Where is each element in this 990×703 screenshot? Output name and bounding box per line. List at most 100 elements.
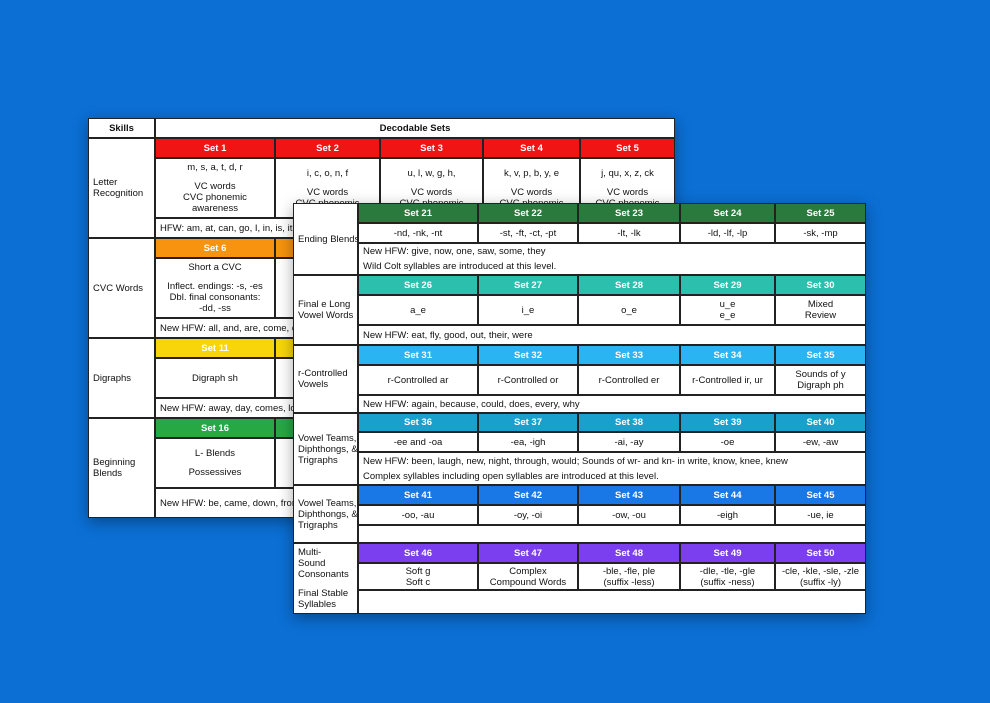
text: Letter	[93, 177, 118, 188]
text: Set 24	[713, 207, 742, 219]
text: Set 31	[404, 349, 432, 361]
text: k, v, p, b, y, e	[503, 167, 560, 179]
note-cell: New HFW: been, laugh, new, night, throug…	[358, 452, 866, 485]
skill-cell: Vowel Teams, Diphthongs, & Trigraphs	[293, 485, 358, 543]
text: Blends	[93, 468, 123, 479]
text: -eigh	[716, 509, 739, 521]
paragraph: Final Stable Syllables	[298, 588, 348, 610]
text: -ee and -oa	[393, 436, 443, 448]
text: VC words	[410, 186, 453, 198]
paragraph: -lt, -lk	[617, 228, 640, 239]
text: Decodable Sets	[379, 122, 451, 134]
text: Set 41	[404, 489, 432, 501]
paragraph: -ea, -igh	[511, 437, 546, 448]
paragraph: Inflect. endings: -s, -es Dbl. final cons…	[167, 281, 263, 314]
text: Trigraphs	[298, 519, 338, 531]
paragraph: -ai, -ay	[614, 437, 643, 448]
paragraph: -oy, -oi	[514, 510, 542, 521]
set-cell: Digraph sh	[155, 358, 275, 398]
note-cell: New HFW: again, because, could, does, ev…	[358, 395, 866, 413]
paragraph: -oo, -au	[402, 510, 435, 521]
text: Set 45	[806, 489, 835, 501]
text: Final Stable	[298, 588, 349, 599]
paragraph: -ld, -lf, -lp	[708, 228, 748, 239]
text: -nd, -nk, -nt	[393, 227, 443, 239]
skill-cell: Ending Blends	[293, 203, 358, 275]
text: Set 46	[404, 547, 432, 559]
header-cell: Skills	[88, 118, 155, 138]
text: Set 22	[514, 207, 542, 219]
paragraph: Ending Blends	[298, 234, 357, 245]
text: Set 11	[201, 342, 229, 354]
text: u_e	[719, 299, 736, 310]
set-header: Set 30	[775, 275, 866, 295]
text: (suffix -less)	[603, 576, 655, 588]
text: Complex	[509, 565, 547, 577]
text: Set 2	[316, 142, 339, 154]
text: Digraph sh	[192, 372, 238, 384]
text: Consonants	[298, 569, 349, 580]
set-cell: a_e	[358, 295, 478, 325]
text: New HFW: eat, fly, good, out, their, wer…	[363, 329, 533, 341]
paragraph: Multi- Sound Consonants	[298, 547, 349, 580]
set-header: Set 42	[478, 485, 578, 505]
note-cell	[358, 525, 866, 543]
text: Set 23	[615, 207, 643, 219]
paragraph: r-Controlled Vowels	[298, 368, 348, 390]
text: L- Blends	[194, 448, 236, 459]
set-header: Set 2	[275, 138, 380, 158]
text: j, qu, x, z, ck	[601, 167, 654, 179]
set-header: Set 23	[578, 203, 680, 223]
paragraph: -ue, ie	[807, 510, 833, 521]
text: Trigraphs	[298, 454, 338, 466]
set-header: Set 36	[358, 413, 478, 432]
text: -st, -ft, -ct, -pt	[499, 227, 557, 239]
text: -cle, -kle, -sle, -zle	[781, 565, 860, 577]
text: -dd, -ss	[199, 303, 231, 314]
set-header: Set 37	[478, 413, 578, 432]
paragraph: Possessives	[189, 467, 242, 478]
text: Diphthongs, &	[298, 508, 358, 520]
set-header: Set 4	[483, 138, 580, 158]
set-header: Set 25	[775, 203, 866, 223]
text: -ow, -ou	[612, 509, 646, 521]
text: Set 27	[514, 279, 542, 291]
text: u, l, w, g, h,	[407, 167, 456, 179]
text: Diphthongs, &	[298, 443, 358, 455]
paragraph: -nd, -nk, -nt	[394, 228, 443, 239]
set-cell: m, s, a, t, d, r VC words CVC phonemic awar…	[155, 158, 275, 218]
paragraph: Sounds of y Digraph ph	[795, 369, 845, 391]
paragraph: CVC Words	[93, 283, 143, 294]
text: r-Controlled or	[497, 374, 559, 386]
text: Set 25	[806, 207, 835, 219]
text: Digraph ph	[797, 380, 844, 391]
set-cell: r-Controlled ir, ur	[680, 365, 775, 395]
set-header: Set 40	[775, 413, 866, 432]
set-header: Set 35	[775, 345, 866, 365]
set-cell: r-Controlled ar	[358, 365, 478, 395]
set-cell: -ea, -igh	[478, 432, 578, 452]
paragraph: -dle, -tle, -gle (suffix -ness)	[700, 566, 755, 588]
text: i, c, o, n, f	[306, 167, 349, 179]
text: r-Controlled ar	[387, 374, 449, 386]
paragraph: Digraph sh	[192, 373, 238, 384]
text: VC words	[606, 186, 649, 198]
set-header: Set 43	[578, 485, 680, 505]
text: Set 5	[616, 142, 639, 154]
set-header: Set 46	[358, 543, 478, 563]
set-cell: -ee and -oa	[358, 432, 478, 452]
set-cell: L- Blends Possessives	[155, 438, 275, 488]
text: Set 44	[713, 489, 742, 501]
text: m, s, a, t, d, r	[187, 162, 243, 173]
paragraph: -eigh	[717, 510, 738, 521]
paragraph: Soft g Soft c	[406, 566, 431, 588]
text: Vowels	[298, 379, 329, 390]
text: Set 42	[514, 489, 542, 501]
paragraph: Digraphs	[93, 373, 131, 384]
text: -sk, -mp	[803, 227, 838, 239]
text: Set 37	[514, 417, 542, 428]
set-header: Set 44	[680, 485, 775, 505]
text: -oe	[720, 436, 735, 448]
header-cell: Decodable Sets	[155, 118, 675, 138]
set-cell: r-Controlled or	[478, 365, 578, 395]
